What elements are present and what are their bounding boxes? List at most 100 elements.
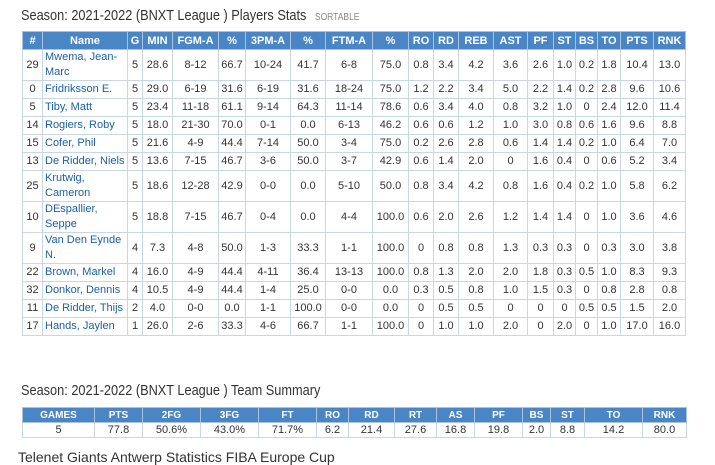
cell: 0.8 [553,116,576,135]
player-name[interactable]: De Ridder, Thijs [42,299,128,318]
cell: 4 [127,281,143,300]
cell: 10 [22,201,43,233]
cell: 1.6 [597,116,621,135]
cell: 3.4 [653,152,686,171]
cell: 0.2 [575,170,598,202]
cell: 71.7% [258,422,317,438]
cell: 31.6 [290,80,326,99]
cell: 2-6 [172,317,219,336]
header-cell[interactable]: AST [493,31,528,50]
cell: 80.0 [642,422,687,438]
cell: 4-9 [172,263,219,282]
header-cell[interactable]: BS [575,31,598,50]
cell: 0-0 [325,299,373,318]
cell: 0 [575,201,598,233]
row: 13 De Ridder, Niels 5 13.6 7-15 46.7 3-6 50.0 3-… [22,152,686,171]
cell: 1.5 [620,299,654,318]
cell: 0-4 [245,201,291,233]
header-cell[interactable]: FTM-A [325,31,373,50]
cell: 4 [127,263,143,282]
header-cell[interactable]: % [290,31,326,50]
header-cell[interactable]: G [127,31,143,50]
cell: 0.3 [553,232,576,264]
cell: 2.6 [433,134,459,153]
cell: 1.0 [493,116,528,135]
cell: 1-4 [245,281,291,300]
cell: 0.6 [493,134,528,153]
header-cell[interactable]: 3PM-A [245,31,291,50]
player-name[interactable]: Van Den Eynde N. [42,232,128,264]
cell: 1.0 [597,134,621,153]
cell: 2.0 [553,317,576,336]
cell: 42.9 [372,152,409,171]
header-cell: TO [584,407,643,423]
cell: 1-3 [245,232,291,264]
row: 11 De Ridder, Thijs 2 4.0 0-0 0.0 1-1 100.0 0-0 0… [22,299,686,318]
header-cell[interactable]: RNK [653,31,686,50]
cell: 3-4 [325,134,373,153]
cell: 4.2 [458,49,494,81]
player-name[interactable]: Rogiers, Roby [42,116,128,135]
cell: 0.8 [408,49,434,81]
cell: 0.8 [408,263,434,282]
cell: 0 [575,152,598,171]
cell: 0 [22,80,43,99]
player-name[interactable]: Cofer, Phil [42,134,128,153]
players-title-row: Season: 2021-2022 (BNXT League ) Players… [21,7,359,24]
player-name[interactable]: DEspallier, Seppe [42,201,128,233]
header-cell[interactable]: RO [408,31,434,50]
cell: 21.4 [348,422,395,438]
header-cell[interactable]: Name [42,31,128,50]
cell: 8.8 [653,116,686,135]
player-name[interactable]: Krutwig, Cameron [42,170,128,202]
cell: 6-19 [245,80,291,99]
cell: 0.4 [553,170,576,202]
cell: 0.0 [218,299,246,318]
cell: 14 [22,116,43,135]
cell: 4-4 [325,201,373,233]
cell: 16.0 [653,317,686,336]
header-cell: PF [474,407,523,423]
player-name[interactable]: De Ridder, Niels [42,152,128,171]
footer-text: Telenet Giants Antwerp Statistics FIBA E… [18,449,335,465]
cell: 36.4 [290,263,326,282]
cell: 1.4 [553,134,576,153]
header-cell[interactable]: FGM-A [172,31,219,50]
cell: 64.3 [290,98,326,117]
cell: 0.5 [433,299,459,318]
cell: 42.9 [218,170,246,202]
cell: 6-13 [325,116,373,135]
player-name[interactable]: Brown, Markel [42,263,128,282]
header-cell[interactable]: % [372,31,409,50]
cell: 2.0 [653,299,686,318]
cell: 1-1 [325,317,373,336]
header-cell[interactable]: PTS [620,31,654,50]
header-cell[interactable]: ST [553,31,576,50]
player-name[interactable]: Donkor, Dennis [42,281,128,300]
player-name[interactable]: Hands, Jaylen [42,317,128,336]
header-cell[interactable]: RD [433,31,459,50]
header-cell[interactable]: MIN [142,31,173,50]
cell: 0 [575,317,598,336]
cell: 2.8 [620,281,654,300]
player-name[interactable]: Fridriksson E. [42,80,128,99]
cell: 46.7 [218,201,246,233]
header-cell[interactable]: PF [527,31,554,50]
cell: 2.8 [458,134,494,153]
cell: 2.0 [522,422,551,438]
cell: 2.6 [527,49,554,81]
header-cell[interactable]: % [218,31,246,50]
cell: 5 [127,80,143,99]
cell: 0.6 [575,116,598,135]
player-name[interactable]: Tiby, Matt [42,98,128,117]
cell: 5 [127,116,143,135]
cell: 33.3 [218,317,246,336]
header-cell[interactable]: # [22,31,43,50]
player-name[interactable]: Mwema, Jean-Marc [42,49,128,81]
cell: 4-6 [245,317,291,336]
cell: 2.6 [458,201,494,233]
row: 0 Fridriksson E. 5 29.0 6-19 31.6 6-19 31.6 18-2… [22,80,686,99]
header-cell[interactable]: TO [597,31,621,50]
header-cell[interactable]: REB [458,31,494,50]
cell: 100.0 [372,201,409,233]
